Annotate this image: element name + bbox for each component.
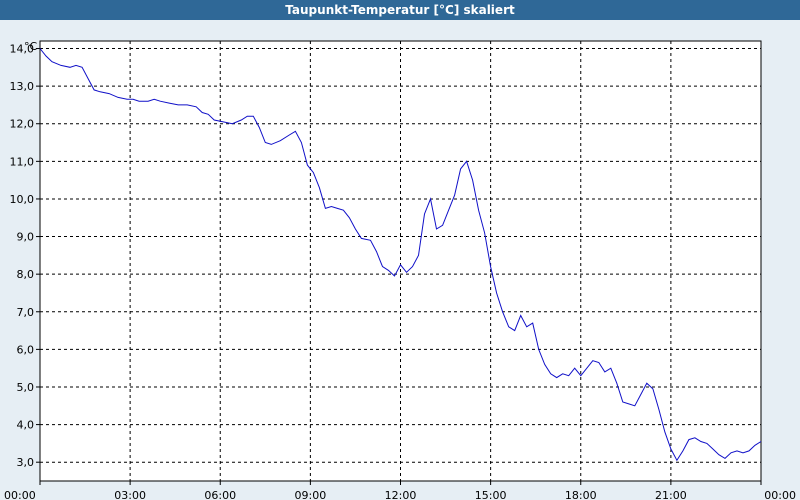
y-axis-label: °C [24, 40, 38, 53]
y-tick-label: 14,0 [10, 43, 35, 56]
y-tick-label: 12,0 [10, 118, 35, 131]
x-tick-label-time: 00:00 [4, 489, 36, 500]
chart-title: Taupunkt-Temperatur [°C] skaliert [0, 0, 800, 20]
y-tick-label: 11,0 [10, 155, 35, 168]
x-tick-label-time: 06:00 [204, 489, 236, 500]
y-axis-ticks: 3,0 4,0 5,0 6,0 7,0 8,0 9,0 10,0 11,0 12,0 13,0 14,… [10, 43, 40, 469]
x-tick-label-time: 15:00 [475, 489, 507, 500]
line-chart: 3,0 4,0 5,0 6,0 7,0 8,0 9,0 10,0 11,0 12,0 13,0 14,… [4, 40, 796, 500]
y-tick-label: 7,0 [17, 306, 35, 319]
y-tick-label: 3,0 [17, 456, 35, 469]
grid [40, 41, 761, 481]
x-tick-label-time: 21:00 [655, 489, 687, 500]
series-line [39, 48, 762, 462]
y-tick-label: 4,0 [17, 419, 35, 432]
y-tick-label: 6,0 [17, 343, 35, 356]
x-tick-label-time: 09:00 [295, 489, 327, 500]
y-tick-label: 13,0 [10, 80, 35, 93]
x-tick-label-time: 18:00 [565, 489, 597, 500]
x-tick-label-time: 03:00 [114, 489, 146, 500]
x-tick-label-time: 00:00 [764, 489, 796, 500]
y-tick-label: 8,0 [17, 268, 35, 281]
y-tick-label: 5,0 [17, 381, 35, 394]
y-tick-label: 10,0 [10, 193, 35, 206]
x-axis-ticks: 00:0030.04.1803:0030.04.1806:0030.04.180… [4, 481, 796, 500]
y-tick-label: 9,0 [17, 231, 35, 244]
x-tick-label-time: 12:00 [385, 489, 417, 500]
